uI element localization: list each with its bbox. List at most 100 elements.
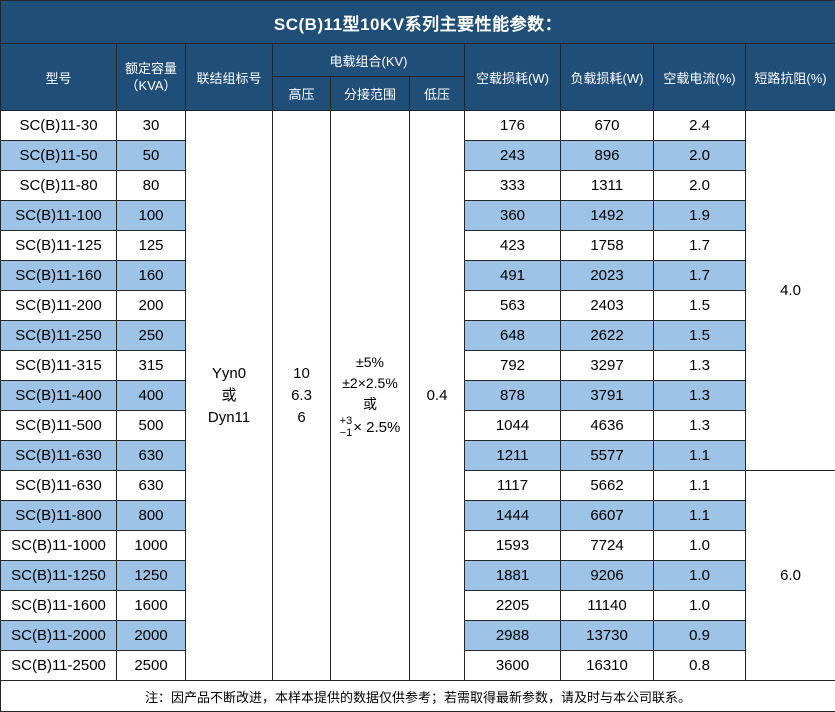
model-cell: SC(B)11-2000 bbox=[1, 621, 117, 651]
no-load-loss-cell: 3600 bbox=[465, 651, 561, 681]
no-load-loss-cell: 491 bbox=[465, 261, 561, 291]
hv-line1: 10 bbox=[273, 363, 330, 385]
header-capacity: 额定容量 （KVA） bbox=[117, 44, 186, 111]
no-load-loss-cell: 176 bbox=[465, 111, 561, 141]
no-load-current-cell: 1.0 bbox=[654, 561, 746, 591]
tap-range-cell: ±5%±2×2.5%或+3−1× 2.5% bbox=[331, 111, 410, 681]
capacity-cell: 30 bbox=[117, 111, 186, 141]
model-cell: SC(B)11-630 bbox=[1, 471, 117, 501]
no-load-current-cell: 2.4 bbox=[654, 111, 746, 141]
no-load-current-cell: 2.0 bbox=[654, 171, 746, 201]
load-loss-cell: 16310 bbox=[561, 651, 654, 681]
tap-line3: 或 bbox=[331, 394, 409, 415]
impedance-cell: 6.0 bbox=[746, 471, 835, 681]
load-loss-cell: 7724 bbox=[561, 531, 654, 561]
model-cell: SC(B)11-125 bbox=[1, 231, 117, 261]
footnote: 注：因产品不断改进，本样本提供的数据仅供参考；若需取得最新参数，请及时与本公司联… bbox=[1, 681, 835, 712]
hv-line2: 6.3 bbox=[273, 385, 330, 407]
no-load-current-cell: 1.3 bbox=[654, 381, 746, 411]
model-cell: SC(B)11-200 bbox=[1, 291, 117, 321]
tap-line2: ±2×2.5% bbox=[331, 373, 409, 394]
no-load-current-cell: 1.5 bbox=[654, 291, 746, 321]
no-load-loss-cell: 360 bbox=[465, 201, 561, 231]
capacity-cell: 400 bbox=[117, 381, 186, 411]
no-load-loss-cell: 243 bbox=[465, 141, 561, 171]
header-no-load-current: 空载电流(%) bbox=[654, 44, 746, 111]
load-loss-cell: 11140 bbox=[561, 591, 654, 621]
connection-line3: Dyn11 bbox=[186, 407, 272, 429]
no-load-loss-cell: 423 bbox=[465, 231, 561, 261]
no-load-loss-cell: 648 bbox=[465, 321, 561, 351]
no-load-loss-cell: 1044 bbox=[465, 411, 561, 441]
capacity-cell: 80 bbox=[117, 171, 186, 201]
load-loss-cell: 6607 bbox=[561, 501, 654, 531]
header-capacity-line1: 额定容量 bbox=[117, 60, 185, 77]
model-cell: SC(B)11-500 bbox=[1, 411, 117, 441]
no-load-current-cell: 1.3 bbox=[654, 411, 746, 441]
model-cell: SC(B)11-100 bbox=[1, 201, 117, 231]
connection-line1: Yyn0 bbox=[186, 363, 272, 385]
header-model: 型号 bbox=[1, 44, 117, 111]
header-no-load-loss: 空载损耗(W) bbox=[465, 44, 561, 111]
model-cell: SC(B)11-1000 bbox=[1, 531, 117, 561]
no-load-current-cell: 1.7 bbox=[654, 231, 746, 261]
capacity-cell: 500 bbox=[117, 411, 186, 441]
header-high-voltage: 高压 bbox=[273, 77, 331, 111]
connection-line2: 或 bbox=[186, 385, 272, 407]
load-loss-cell: 1311 bbox=[561, 171, 654, 201]
no-load-current-cell: 1.9 bbox=[654, 201, 746, 231]
capacity-cell: 250 bbox=[117, 321, 186, 351]
no-load-current-cell: 1.1 bbox=[654, 501, 746, 531]
no-load-loss-cell: 1881 bbox=[465, 561, 561, 591]
load-loss-cell: 3297 bbox=[561, 351, 654, 381]
no-load-current-cell: 1.0 bbox=[654, 591, 746, 621]
no-load-current-cell: 0.9 bbox=[654, 621, 746, 651]
no-load-loss-cell: 333 bbox=[465, 171, 561, 201]
model-cell: SC(B)11-1600 bbox=[1, 591, 117, 621]
header-low-voltage: 低压 bbox=[410, 77, 465, 111]
capacity-cell: 800 bbox=[117, 501, 186, 531]
no-load-loss-cell: 2205 bbox=[465, 591, 561, 621]
load-loss-cell: 2622 bbox=[561, 321, 654, 351]
model-cell: SC(B)11-250 bbox=[1, 321, 117, 351]
no-load-current-cell: 1.1 bbox=[654, 471, 746, 501]
no-load-current-cell: 1.3 bbox=[654, 351, 746, 381]
capacity-cell: 2500 bbox=[117, 651, 186, 681]
capacity-cell: 1250 bbox=[117, 561, 186, 591]
hv-line3: 6 bbox=[273, 407, 330, 429]
tap-line1: ±5% bbox=[331, 352, 409, 373]
low-voltage-cell: 0.4 bbox=[410, 111, 465, 681]
model-cell: SC(B)11-400 bbox=[1, 381, 117, 411]
no-load-loss-cell: 878 bbox=[465, 381, 561, 411]
no-load-current-cell: 1.1 bbox=[654, 441, 746, 471]
capacity-cell: 1000 bbox=[117, 531, 186, 561]
no-load-loss-cell: 1444 bbox=[465, 501, 561, 531]
model-cell: SC(B)11-2500 bbox=[1, 651, 117, 681]
no-load-current-cell: 0.8 bbox=[654, 651, 746, 681]
capacity-cell: 315 bbox=[117, 351, 186, 381]
header-load-loss: 负载损耗(W) bbox=[561, 44, 654, 111]
page-title: SC(B)11型10KV系列主要性能参数： bbox=[1, 1, 835, 44]
no-load-current-cell: 1.5 bbox=[654, 321, 746, 351]
load-loss-cell: 670 bbox=[561, 111, 654, 141]
load-loss-cell: 1758 bbox=[561, 231, 654, 261]
load-loss-cell: 2023 bbox=[561, 261, 654, 291]
model-cell: SC(B)11-30 bbox=[1, 111, 117, 141]
model-cell: SC(B)11-315 bbox=[1, 351, 117, 381]
model-cell: SC(B)11-1250 bbox=[1, 561, 117, 591]
tap-stack-top: +3 bbox=[340, 415, 353, 427]
load-loss-cell: 4636 bbox=[561, 411, 654, 441]
capacity-cell: 2000 bbox=[117, 621, 186, 651]
load-loss-cell: 3791 bbox=[561, 381, 654, 411]
capacity-cell: 200 bbox=[117, 291, 186, 321]
model-cell: SC(B)11-630 bbox=[1, 441, 117, 471]
title-row: SC(B)11型10KV系列主要性能参数： bbox=[1, 1, 835, 44]
load-loss-cell: 9206 bbox=[561, 561, 654, 591]
no-load-loss-cell: 2988 bbox=[465, 621, 561, 651]
capacity-cell: 1600 bbox=[117, 591, 186, 621]
header-tap-range: 分接范围 bbox=[331, 77, 410, 111]
